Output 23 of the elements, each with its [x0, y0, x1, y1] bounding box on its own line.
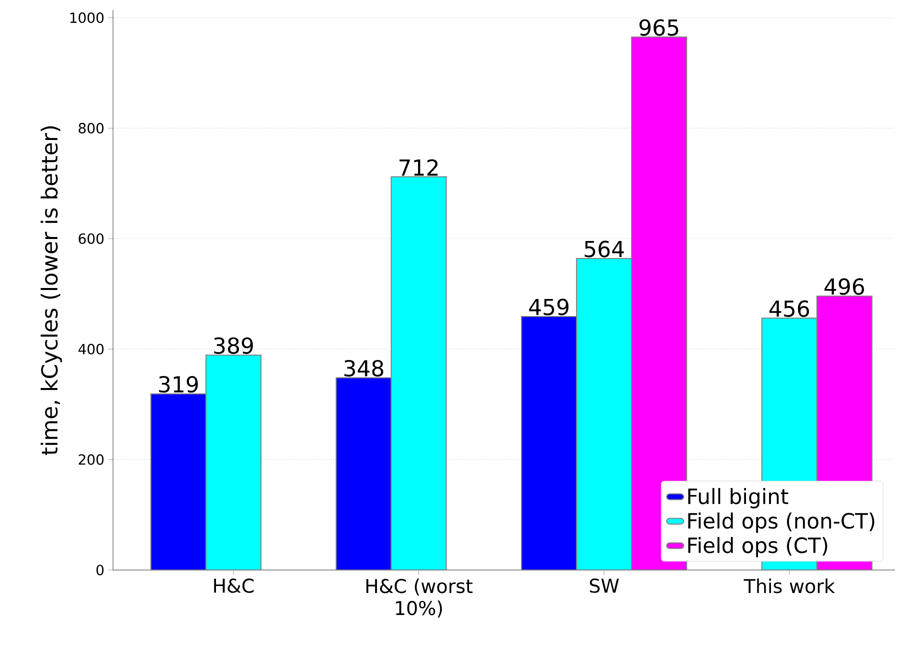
data-label: 965	[639, 19, 678, 36]
data-label: 456	[769, 300, 809, 317]
x-tick-label: This work	[744, 578, 835, 594]
y-tick-label: 200	[78, 454, 104, 465]
y-tick-label: 0	[96, 564, 104, 576]
legend-label: Field ops (non-CT)	[688, 512, 874, 533]
x-tick-label: SW	[590, 578, 619, 593]
data-label: 564	[584, 240, 624, 258]
data-label: 389	[214, 337, 253, 354]
y-tick-label: 800	[78, 122, 104, 134]
data-label: 348	[344, 360, 384, 377]
x-tick-label: H&C (worst 10%)	[366, 578, 473, 618]
y-tick-label: 1000	[70, 12, 104, 24]
data-label: 712	[400, 159, 438, 176]
y-axis-title: time, kCycles (lower is better)	[40, 126, 62, 456]
data-label: 496	[824, 278, 864, 295]
data-label: 319	[159, 376, 198, 393]
data-label: 459	[529, 298, 568, 316]
legend-label: Full bigint	[688, 488, 788, 508]
x-tick-label: H&C	[214, 578, 254, 593]
legend-label: Field ops (CT)	[688, 536, 828, 558]
y-tick-label: 600	[78, 233, 104, 244]
y-tick-label: 400	[78, 344, 104, 354]
